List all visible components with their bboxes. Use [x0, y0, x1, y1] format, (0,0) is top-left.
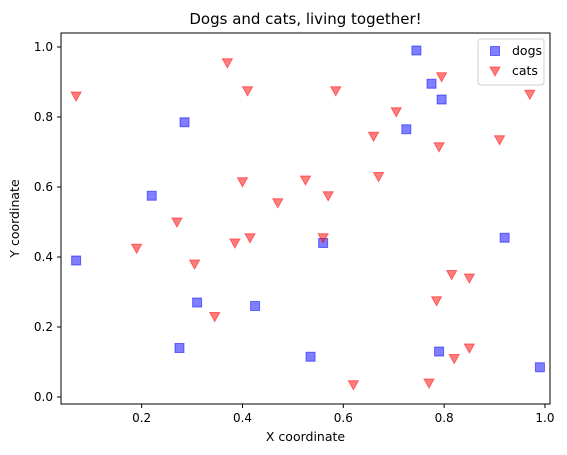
dogs-point [192, 297, 203, 308]
cats-point [329, 86, 342, 97]
cats-point [435, 72, 448, 83]
cats-point [448, 354, 461, 365]
x-axis-label: X coordinate [266, 429, 346, 444]
cats-point [433, 142, 445, 153]
dogs-point [174, 343, 185, 353]
cats-point [236, 177, 249, 188]
cats-point [423, 378, 435, 390]
series-cats [70, 58, 536, 391]
cats-point [130, 243, 143, 255]
legend-dogs-label: dogs [512, 43, 542, 58]
cats-point [390, 107, 403, 118]
x-tick-label: 1.0 [535, 411, 554, 425]
cats-point [523, 89, 536, 101]
cats-point [188, 259, 201, 271]
dogs-point [71, 255, 82, 266]
cats-point [208, 312, 221, 323]
dogs-point [305, 351, 316, 362]
y-tick-label: 1.0 [34, 40, 53, 54]
dogs-point [426, 78, 437, 89]
y-tick-label: 0.6 [34, 180, 53, 194]
legend: dogs cats [477, 38, 545, 86]
cats-point [347, 380, 360, 391]
y-axis-label: Y coordinate [7, 179, 22, 259]
dogs-point [411, 45, 422, 56]
dogs-point [499, 232, 510, 243]
cats-point [493, 135, 506, 146]
cats-point [244, 233, 256, 244]
cats-point [221, 58, 234, 69]
cats-point [70, 91, 82, 103]
cats-point [372, 172, 385, 183]
legend-cats-label: cats [512, 63, 538, 78]
chart-title: Dogs and cats, living together! [189, 10, 421, 28]
cats-point [463, 343, 476, 355]
cats-point [171, 217, 183, 229]
cats-point [317, 233, 329, 244]
y-axis: 0.0 0.2 0.4 0.6 0.8 1.0 [34, 40, 61, 404]
dogs-point [436, 94, 447, 105]
dogs-point [250, 301, 261, 311]
x-tick-label: 0.2 [132, 411, 151, 425]
x-axis: 0.2 0.4 0.6 0.8 1.0 [132, 404, 555, 425]
x-tick-label: 0.6 [334, 411, 353, 425]
legend-cats-marker [489, 66, 501, 78]
x-tick-label: 0.4 [233, 411, 252, 425]
cats-point [445, 270, 458, 281]
dogs-point [434, 346, 445, 357]
cats-point [299, 175, 312, 187]
cats-point [271, 198, 284, 209]
cats-point [463, 273, 476, 285]
cats-point [229, 238, 241, 250]
cats-point [367, 131, 380, 143]
x-tick-label: 0.8 [435, 411, 454, 425]
dogs-point [401, 124, 412, 135]
y-tick-label: 0.8 [34, 110, 53, 124]
cats-point [241, 86, 254, 97]
points-layer [70, 45, 545, 391]
cats-point [430, 296, 443, 307]
cats-point [322, 191, 335, 202]
plot-area [60, 32, 551, 405]
y-tick-label: 0.2 [34, 320, 53, 334]
dogs-point [146, 190, 157, 201]
y-tick-label: 0.0 [34, 390, 53, 404]
legend-dogs-marker [490, 46, 500, 56]
dogs-point [534, 362, 545, 373]
dogs-point [179, 117, 190, 128]
y-tick-label: 0.4 [34, 250, 53, 264]
